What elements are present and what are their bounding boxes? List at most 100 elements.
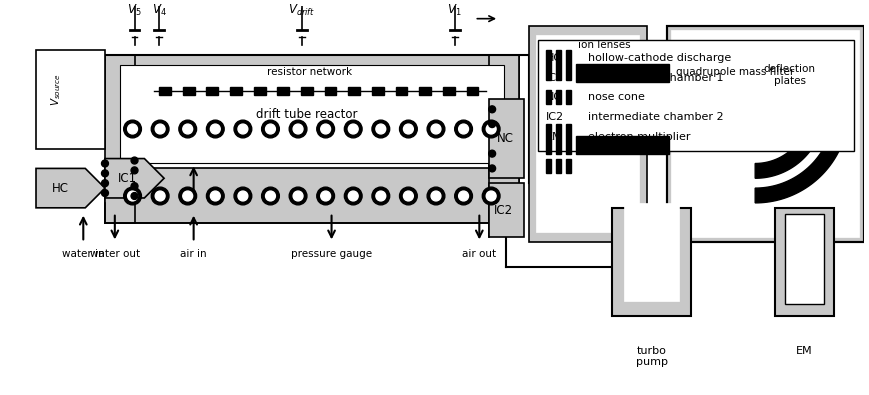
Bar (546, 158, 551, 173)
Text: turbo
pump: turbo pump (635, 346, 667, 367)
Bar (105, 168, 518, 223)
Circle shape (488, 120, 495, 128)
Bar (774, 208, 833, 316)
Circle shape (293, 124, 302, 134)
Circle shape (128, 191, 137, 201)
Circle shape (102, 180, 109, 187)
Circle shape (399, 120, 417, 138)
Bar (666, 26, 863, 242)
Bar (324, 87, 336, 94)
Circle shape (321, 124, 330, 134)
Bar (159, 87, 171, 94)
Circle shape (458, 191, 468, 201)
Circle shape (316, 120, 334, 138)
Circle shape (206, 187, 224, 205)
Text: NC: NC (546, 92, 561, 102)
Text: drift tube reactor: drift tube reactor (255, 108, 357, 121)
Bar (254, 87, 265, 94)
Text: ion lenses: ion lenses (577, 40, 630, 50)
Polygon shape (36, 168, 105, 208)
Bar (442, 87, 454, 94)
Text: electron multiplier: electron multiplier (587, 132, 689, 142)
Circle shape (372, 187, 389, 205)
Circle shape (265, 191, 275, 201)
Circle shape (128, 124, 137, 134)
Circle shape (488, 165, 495, 172)
Bar (488, 55, 518, 223)
Circle shape (403, 191, 413, 201)
Bar (488, 100, 523, 178)
Text: $V_{drift}$: $V_{drift}$ (288, 3, 315, 18)
Circle shape (123, 120, 142, 138)
Circle shape (454, 187, 472, 205)
Circle shape (321, 191, 330, 201)
Circle shape (179, 120, 196, 138)
Bar (206, 87, 218, 94)
Bar (466, 87, 478, 94)
Circle shape (458, 124, 468, 134)
Text: hollow-cathode discharge: hollow-cathode discharge (587, 53, 730, 63)
Bar (36, 50, 105, 149)
Polygon shape (754, 109, 823, 178)
Circle shape (265, 124, 275, 134)
Circle shape (234, 120, 251, 138)
Bar (348, 87, 360, 94)
Text: $V_4$: $V_4$ (151, 3, 166, 18)
Bar (546, 50, 551, 80)
Polygon shape (754, 109, 848, 203)
Circle shape (375, 191, 385, 201)
Bar (538, 40, 852, 150)
Text: $V_5$: $V_5$ (127, 3, 142, 18)
Circle shape (155, 191, 165, 201)
Bar (182, 87, 195, 94)
Bar (566, 50, 570, 80)
Bar (566, 90, 570, 104)
Circle shape (123, 187, 142, 205)
Bar (555, 90, 561, 104)
Text: IC1: IC1 (546, 73, 564, 83)
Circle shape (293, 191, 302, 201)
Circle shape (403, 124, 413, 134)
Bar (612, 208, 690, 316)
Circle shape (454, 120, 472, 138)
Polygon shape (105, 158, 164, 198)
Circle shape (372, 120, 389, 138)
Circle shape (262, 187, 279, 205)
Circle shape (131, 157, 138, 164)
Circle shape (430, 124, 441, 134)
Circle shape (375, 124, 385, 134)
Bar (120, 65, 503, 164)
Bar (666, 26, 863, 242)
Bar (546, 124, 551, 154)
Text: air out: air out (461, 249, 496, 259)
Circle shape (102, 160, 109, 167)
Bar (566, 158, 570, 173)
Circle shape (131, 192, 138, 199)
Text: HC: HC (52, 182, 69, 195)
Circle shape (348, 191, 358, 201)
Bar (105, 55, 518, 109)
Circle shape (316, 187, 334, 205)
Text: IC1: IC1 (118, 172, 137, 185)
Bar (555, 158, 561, 173)
Circle shape (488, 150, 495, 157)
Text: resistor network: resistor network (267, 67, 352, 77)
Bar (566, 124, 570, 154)
Bar (229, 87, 242, 94)
Text: pressure gauge: pressure gauge (290, 249, 372, 259)
Circle shape (430, 191, 441, 201)
Circle shape (262, 120, 279, 138)
Bar (105, 55, 135, 223)
Circle shape (102, 190, 109, 196)
Circle shape (182, 124, 192, 134)
Circle shape (344, 120, 362, 138)
Bar (488, 183, 523, 237)
Bar (555, 50, 561, 80)
Text: IC2: IC2 (494, 204, 513, 217)
Text: nose cone: nose cone (587, 92, 644, 102)
Circle shape (348, 124, 358, 134)
Circle shape (234, 187, 251, 205)
Bar (277, 87, 289, 94)
Bar (575, 64, 669, 82)
Circle shape (289, 187, 307, 205)
